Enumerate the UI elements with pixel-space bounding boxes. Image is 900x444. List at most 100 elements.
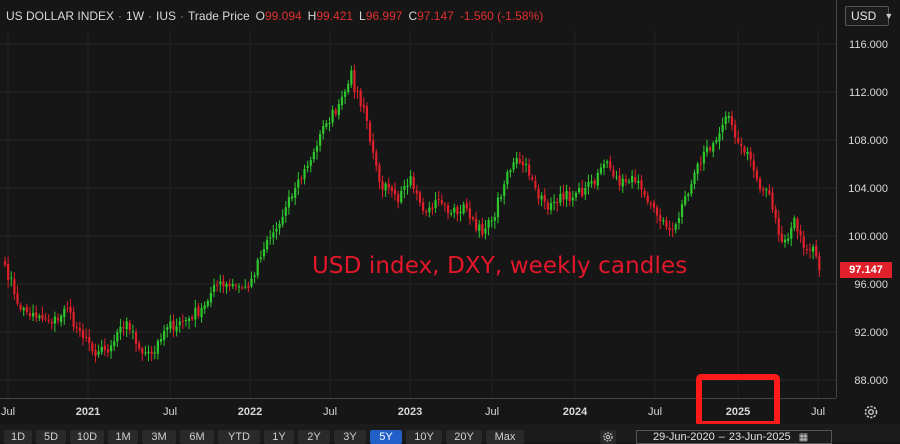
x-tick-label: Jul <box>485 406 499 418</box>
gear-icon[interactable] <box>862 403 880 421</box>
symbol-name: US DOLLAR INDEX <box>6 9 115 23</box>
candle <box>88 328 91 352</box>
candle <box>25 303 28 315</box>
candle <box>409 170 412 189</box>
candle <box>484 219 487 240</box>
candle <box>699 156 702 172</box>
settings-icon[interactable] <box>600 430 616 444</box>
candle <box>577 182 581 195</box>
x-tick-label: Jul <box>1 406 15 418</box>
candle <box>281 209 284 228</box>
candle <box>247 281 250 293</box>
y-tick-label: 104.000 <box>848 183 888 195</box>
candle <box>294 182 297 206</box>
range-button-ytd[interactable]: YTD <box>218 430 260 444</box>
candle <box>253 272 256 284</box>
candle <box>696 161 699 181</box>
range-button-6m[interactable]: 6M <box>180 430 214 444</box>
candle <box>596 168 599 190</box>
candle <box>418 190 422 207</box>
candle <box>406 178 409 195</box>
candle <box>191 315 194 322</box>
interval[interactable]: 1W <box>126 9 145 23</box>
candle <box>496 192 500 224</box>
candle <box>287 190 291 215</box>
range-button-max[interactable]: Max <box>486 430 524 444</box>
candle <box>487 217 490 236</box>
candle <box>718 126 721 150</box>
candle <box>78 321 81 337</box>
candle <box>634 169 637 185</box>
range-button-1d[interactable]: 1D <box>4 430 32 444</box>
candle <box>721 117 724 141</box>
candle <box>197 302 200 319</box>
candle <box>187 315 191 330</box>
candle <box>415 184 418 201</box>
currency-select[interactable]: USD ▼ <box>845 6 893 26</box>
candle <box>668 220 671 237</box>
range-button-3m[interactable]: 3M <box>142 430 176 444</box>
range-button-1y[interactable]: 1Y <box>264 430 294 444</box>
candle <box>7 256 10 288</box>
candle <box>509 168 512 178</box>
candle <box>459 204 462 222</box>
candle <box>425 209 428 217</box>
candle <box>627 178 631 185</box>
candle <box>606 159 609 168</box>
candle <box>272 224 275 245</box>
candle <box>727 111 730 123</box>
range-button-10d[interactable]: 10D <box>70 430 104 444</box>
range-button-2y[interactable]: 2Y <box>298 430 330 444</box>
candle <box>615 170 618 181</box>
candle <box>125 317 128 337</box>
candle <box>72 306 75 332</box>
x-axis: Jul 2021 Jul 2022 Jul 2023 Jul 2024 Jul 2025 Jul <box>0 374 836 427</box>
candle <box>328 117 331 132</box>
candle <box>175 318 178 337</box>
candle <box>571 190 574 207</box>
range-button-5y[interactable]: 5Y <box>370 430 402 444</box>
chart-header: US DOLLAR INDEX · 1W · IUS · Trade Price O99.09… <box>6 9 544 23</box>
range-button-5d[interactable]: 5D <box>36 430 66 444</box>
candle <box>44 313 47 322</box>
range-button-10y[interactable]: 10Y <box>406 430 442 444</box>
candle <box>315 140 319 160</box>
candle <box>815 239 818 259</box>
candle <box>331 105 334 127</box>
range-button-1m[interactable]: 1M <box>108 430 138 444</box>
candle <box>771 186 774 213</box>
candle <box>303 164 306 185</box>
y-tick-label: 108.000 <box>848 135 888 147</box>
x-tick-label: Jul <box>648 406 662 418</box>
candle <box>194 299 197 328</box>
candle <box>805 244 808 255</box>
candle <box>590 174 593 188</box>
x-tick-label: Jul <box>163 406 177 418</box>
candle <box>16 285 19 306</box>
candle <box>262 242 266 261</box>
candle <box>103 338 106 356</box>
candle <box>758 176 762 193</box>
candle <box>31 304 35 322</box>
currency-value: USD <box>851 9 877 23</box>
candle <box>347 80 350 95</box>
candle <box>428 201 431 218</box>
candle <box>128 320 131 335</box>
candle <box>100 339 103 355</box>
candle <box>574 191 578 202</box>
range-button-20y[interactable]: 20Y <box>446 430 482 444</box>
candle <box>381 175 384 198</box>
candle <box>434 192 437 213</box>
candle <box>231 278 234 289</box>
candle <box>677 211 681 230</box>
candle <box>35 305 38 323</box>
date-from: 29-Jun-2020 <box>653 431 715 443</box>
candle <box>75 322 78 334</box>
candle <box>138 340 141 352</box>
range-button-3y[interactable]: 3Y <box>334 430 366 444</box>
candle <box>799 224 802 243</box>
y-tick-label: 100.000 <box>848 231 888 243</box>
candle <box>378 162 381 190</box>
candle <box>811 244 815 260</box>
